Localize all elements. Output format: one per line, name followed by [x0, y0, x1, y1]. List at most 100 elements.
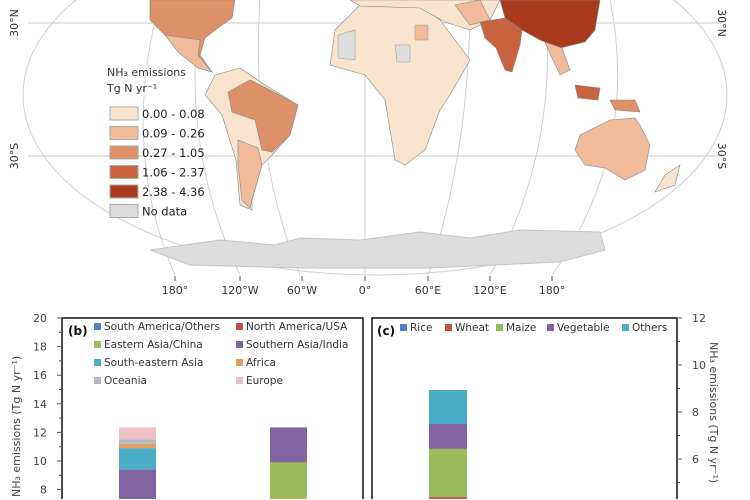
lon-label: 180° [162, 284, 189, 297]
legend-label: Africa [246, 357, 276, 369]
meridian [142, 0, 176, 276]
legend-label: North America/USA [246, 321, 348, 333]
y-tick-label: 14 [33, 398, 47, 411]
y-tick-label: 12 [692, 312, 706, 325]
lat-label-left-30n: 30°N [8, 9, 21, 37]
africa [329, 4, 471, 166]
plot-frame [371, 317, 678, 499]
y-tick-label: 10 [33, 455, 47, 468]
legend-label: Europe [246, 375, 283, 387]
legend-label: Others [632, 322, 667, 334]
legend-swatch [109, 165, 139, 179]
legend-swatch [109, 145, 139, 160]
bar-segment [119, 448, 156, 470]
legend-swatch [400, 324, 407, 331]
lon-label: 60°E [415, 284, 441, 297]
legend-title: NH₃ emissions [107, 66, 186, 79]
y-tick-label: 10 [692, 359, 706, 372]
legend-swatch [547, 324, 554, 331]
legend-label: 1.06 - 2.37 [142, 166, 205, 180]
lat-label-left-30s: 30°S [8, 143, 21, 169]
legend-label: Eastern Asia/China [104, 339, 203, 351]
lon-label: 120°E [473, 284, 506, 297]
legend-swatch [109, 106, 139, 121]
new-zealand [654, 164, 681, 193]
lon-label: 0° [359, 284, 372, 297]
lon-label: 120°W [221, 284, 258, 297]
legend-swatch [109, 184, 139, 199]
legend-label: 2.38 - 4.36 [142, 185, 205, 199]
bar-segment [429, 423, 467, 449]
y-axis-title: NH₃ emissions (Tg N yr⁻¹) [10, 356, 23, 497]
bar-segment [119, 439, 156, 444]
legend-swatch [94, 323, 101, 330]
y-tick-label: 12 [33, 426, 47, 439]
plot-frame [61, 317, 364, 499]
bar-segment [429, 389, 467, 424]
antarctica [149, 229, 606, 269]
y-tick-label: 6 [692, 453, 699, 466]
bar-segment [270, 462, 307, 499]
legend-swatch [94, 341, 101, 348]
panel-label: (c) [377, 324, 395, 338]
legend-swatch [496, 324, 503, 331]
legend-label: Rice [410, 322, 432, 334]
legend-label: South-eastern Asia [104, 357, 203, 369]
australia [574, 117, 651, 181]
panel-label: (b) [68, 324, 88, 338]
bar-segment [429, 448, 467, 498]
y-axis-title: NH₃ emissions (Tg N yr⁻¹) [707, 342, 720, 483]
longitude-labels: 180° 120°W 60°W 0° 60°E 120°E 180° [162, 276, 566, 297]
lat-label-right-30n: 30°N [715, 9, 728, 37]
papua [609, 99, 641, 113]
argentina [237, 139, 263, 209]
world-map: 30°N 30°S 30°N 30°S 180° 120°W 60°W 0° 60°E 1… [8, 0, 728, 297]
y-tick-label: 8 [692, 406, 699, 419]
no-data-region [394, 44, 411, 63]
bar-segment [270, 427, 307, 463]
y-tick-label: 20 [33, 312, 47, 325]
legend-swatch [622, 324, 629, 331]
lat-label-right-30s: 30°S [715, 143, 728, 169]
legend-unit: Tg N yr⁻¹ [106, 82, 157, 95]
y-tick-label: 18 [33, 341, 47, 354]
legend-swatch [94, 377, 101, 384]
y-tick-label: 8 [40, 484, 47, 497]
legend-label: Wheat [455, 322, 489, 334]
bar-segment [119, 443, 156, 449]
legend-label: 0.00 - 0.08 [142, 107, 205, 121]
legend-label: 0.09 - 0.26 [142, 127, 205, 141]
bar-segment [119, 427, 156, 440]
y-tick-label: 16 [33, 369, 47, 382]
legend-swatch [236, 359, 243, 366]
legend-swatch [445, 324, 452, 331]
map-outline [22, 0, 728, 276]
legend-swatch [236, 377, 243, 384]
legend-label: Vegetable [557, 322, 610, 334]
indonesia [574, 84, 601, 101]
iran [454, 0, 491, 26]
legend-label: 0.27 - 1.05 [142, 146, 205, 160]
mexico [164, 34, 213, 73]
lon-label: 180° [539, 284, 566, 297]
legend-swatch [236, 323, 243, 330]
legend-label: South America/Others [104, 321, 220, 333]
southeast-asia [544, 41, 571, 76]
legend-label: No data [142, 205, 187, 219]
brazil [227, 79, 299, 153]
legend-swatch [109, 126, 139, 140]
no-data-region [337, 29, 356, 61]
legend-label: Oceania [104, 375, 147, 387]
legend-swatch [236, 341, 243, 348]
legend-label: Southern Asia/India [246, 339, 348, 351]
india [479, 17, 523, 73]
egypt [414, 24, 429, 41]
north-america [149, 0, 236, 73]
legend-swatch [94, 359, 101, 366]
legend-swatch [109, 204, 139, 218]
bar-segment [119, 469, 156, 499]
lon-label: 60°W [287, 284, 317, 297]
chart-b: 8 10 12 14 16 18 20 NH₃ emissions (Tg N yr⁻¹) (b… [10, 312, 364, 499]
legend-label: Maize [506, 322, 536, 334]
